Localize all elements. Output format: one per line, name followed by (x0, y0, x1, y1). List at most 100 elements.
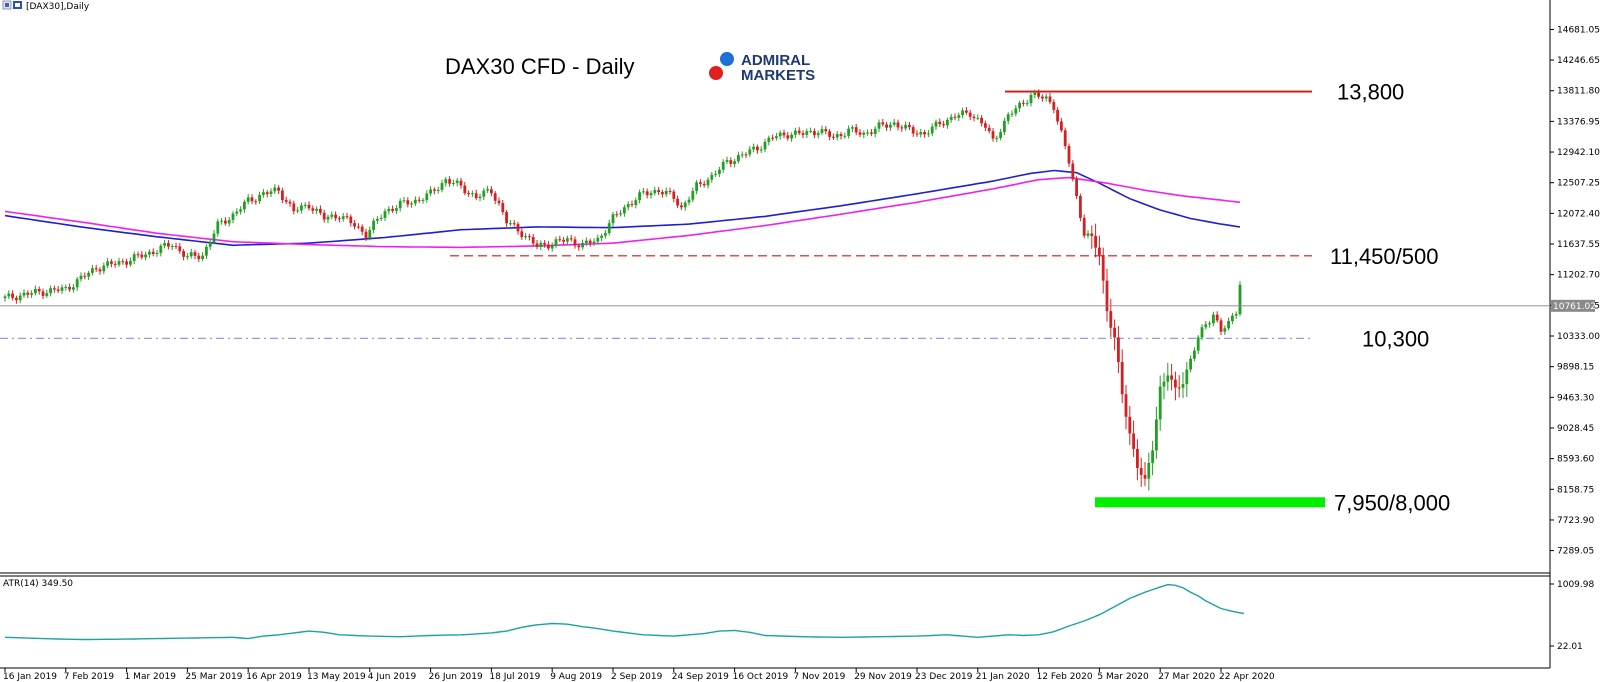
candle-body (1234, 314, 1238, 316)
chart-window-icon (2, 0, 22, 10)
price-tick-label: 12072.40 (1557, 209, 1600, 219)
candle-body (1056, 109, 1059, 122)
candle-body (938, 121, 942, 125)
level-label: 11,450/500 (1330, 244, 1438, 269)
candle-body (7, 293, 11, 297)
candle-body (402, 200, 406, 202)
candle-body (1170, 375, 1173, 380)
candle-body (455, 180, 459, 184)
candle-body (30, 293, 33, 295)
candle-body (56, 289, 60, 291)
candle-body (543, 242, 546, 245)
logo-dot-blue-icon (720, 52, 734, 66)
candle-body (900, 127, 904, 129)
time-tick-label: 4 Jun 2019 (368, 672, 417, 682)
current-price: 10761.02 (0, 299, 1596, 312)
candle-body (672, 191, 676, 199)
candle-body (1185, 369, 1189, 385)
candle-body (493, 193, 497, 201)
candle-body (1105, 280, 1109, 312)
candle-body (429, 189, 432, 194)
candle-body (151, 251, 155, 254)
candle-body (1223, 328, 1227, 332)
candle-body (835, 134, 839, 138)
candle-body (345, 216, 349, 218)
candle-body (1006, 114, 1010, 121)
candle-body (1082, 217, 1086, 236)
candle-body (436, 189, 440, 191)
candle-body (531, 237, 535, 244)
candle-body (858, 132, 862, 135)
candle-body (1208, 323, 1211, 325)
candle-body (881, 122, 885, 125)
candle-body (794, 130, 797, 135)
ma-magenta-line (4, 176, 1241, 249)
candle-body (265, 192, 269, 195)
candle-body (75, 279, 79, 288)
candle-body (391, 208, 394, 211)
candle-body (930, 126, 934, 134)
candle-body (634, 200, 638, 206)
candle-body (91, 268, 94, 273)
candle-body (1200, 327, 1204, 338)
candle-body (83, 275, 87, 277)
price-tick-label: 9898.15 (1557, 363, 1594, 373)
candle-body (1037, 92, 1040, 97)
time-tick-label: 24 Sep 2019 (672, 672, 729, 682)
candle-body (398, 200, 402, 209)
candle-body (752, 146, 755, 150)
candle-body (94, 268, 98, 270)
candle-body (338, 218, 341, 220)
candle-body (330, 214, 334, 217)
time-axis-ticks: 16 Jan 2019 7 Feb 2019 1 Mar 2019 25 Mar 20… (3, 668, 1275, 682)
candle-body (1128, 416, 1132, 434)
candle-body (824, 129, 828, 132)
candle-body (657, 190, 660, 193)
candle-body (528, 236, 531, 238)
candle-body (870, 132, 873, 134)
candle-body (592, 241, 596, 244)
time-tick-label: 18 Jul 2019 (489, 672, 540, 682)
candle-body (714, 173, 717, 175)
candle-body (296, 210, 299, 212)
candle-body (45, 293, 49, 296)
candle-body (649, 193, 653, 196)
candle-body (927, 133, 930, 135)
candle-body (968, 112, 972, 117)
candle-body (113, 263, 117, 265)
candle-body (699, 182, 702, 184)
candle-body (334, 214, 337, 219)
candle-body (740, 154, 744, 156)
candle-body (718, 169, 721, 174)
price-tick-label: 14246.65 (1557, 56, 1600, 66)
candle-body (991, 131, 995, 139)
candle-body (463, 185, 467, 194)
candle-body (1052, 101, 1056, 110)
candle-body (987, 127, 991, 132)
candle-body (1113, 327, 1116, 338)
candle-body (725, 160, 729, 162)
candle-body (524, 236, 527, 238)
candle-body (414, 199, 417, 204)
candle-body (908, 124, 911, 128)
price-tick-label: 13811.80 (1557, 87, 1600, 97)
price-tick-label: 7289.05 (1557, 547, 1594, 557)
candle-body (953, 116, 957, 118)
level-label: 10,300 (1362, 326, 1429, 351)
candle-body (729, 160, 733, 164)
candle-body (231, 213, 235, 220)
candles (3, 89, 1242, 491)
candle-body (167, 243, 170, 247)
candle-body (49, 288, 52, 294)
candle-body (623, 207, 626, 214)
candle-body (273, 187, 277, 192)
time-tick-label: 22 Apr 2020 (1219, 672, 1275, 682)
candle-body (676, 198, 679, 206)
candle-body (786, 135, 790, 139)
candle-body (250, 197, 254, 202)
candle-body (733, 161, 736, 164)
time-tick-label: 23 Dec 2019 (915, 672, 973, 682)
candle-body (368, 229, 372, 239)
candle-body (383, 211, 387, 218)
